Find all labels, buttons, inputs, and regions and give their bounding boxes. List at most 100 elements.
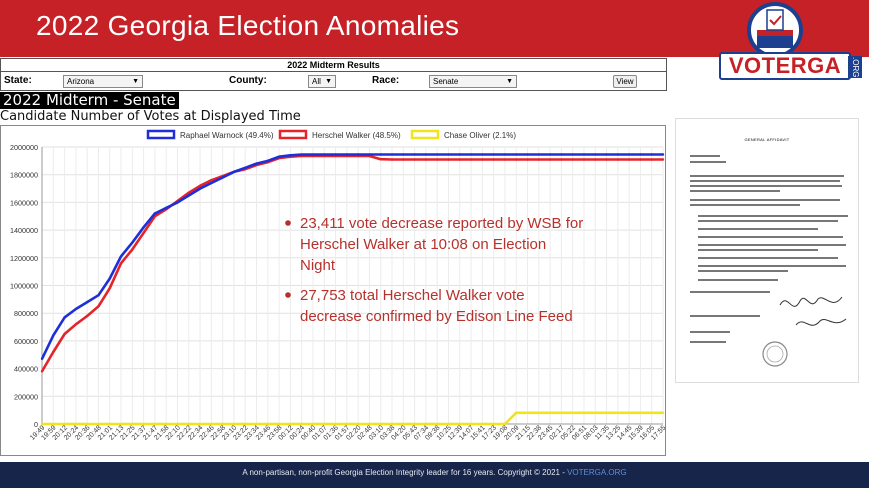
annotation-text: 23,411 vote decrease reported by WSB for… [300,215,583,274]
y-tick-label: 1400000 [10,226,38,235]
data-point [63,422,66,426]
data-point [379,422,382,426]
data-point [424,153,428,156]
vote-count-chart: 0 200000 400000 600000 800000 1000000 1200000 1… [0,125,667,456]
affidavit-document: GENERAL AFFIDAVIT [675,118,859,383]
data-point [210,181,213,185]
text-line [698,220,838,222]
data-point [232,422,236,426]
annotation-line: 27,753 total Herschel Walker vote [300,287,525,304]
data-point [594,411,597,414]
text-line [690,185,842,187]
data-point [537,158,540,161]
annotation-line: decrease confirmed by Edison Line Feed [300,308,573,325]
data-point [627,153,631,156]
data-point [390,422,394,426]
data-point [548,411,552,414]
data-point [187,191,190,194]
affidavit-title: GENERAL AFFIDAVIT [744,137,790,142]
series-line [40,153,663,360]
data-point [52,350,55,354]
data-point [436,422,439,426]
annotation-line: Night [300,257,336,274]
annotations: 23,411 vote decrease reported by WSB for… [285,215,583,325]
data-point [594,153,597,156]
data-point [52,422,55,426]
data-point [503,158,507,161]
y-tick-label: 0 [34,420,38,429]
data-point [469,158,473,161]
data-point [311,422,315,426]
data-point [187,422,190,426]
legend-swatch [410,129,440,140]
data-point [515,411,518,414]
chart-subheading: Candidate Number of Votes at Displayed T… [0,109,301,124]
data-point [244,166,247,169]
data-point [379,158,382,161]
race-select[interactable]: Senate ▼ [429,75,517,88]
chevron-down-icon: ▼ [325,78,332,85]
data-point [119,262,123,265]
title-banner: 2022 Georgia Election Anomalies [0,0,869,57]
chevron-down-icon: ▼ [506,78,513,85]
data-point [345,153,349,156]
state-label: State: [4,75,32,86]
data-point [221,176,224,179]
text-line [690,341,726,343]
y-tick-label: 800000 [14,309,38,318]
data-point [153,212,157,215]
data-point [413,158,416,161]
data-point [108,287,111,290]
results-header: 2022 Midterm Results [0,58,667,72]
y-tick-label: 200000 [14,392,38,401]
data-point [436,153,439,156]
data-point [266,159,269,163]
data-point [650,411,653,414]
data-point [537,153,540,156]
text-line [698,249,818,251]
data-point [605,411,608,414]
data-point [605,158,608,161]
y-tick-label: 1000000 [10,282,38,291]
data-point [582,411,586,414]
annotation-line: Herschel Walker at 10:08 on Election [300,236,546,253]
data-point [650,153,653,156]
legend: Raphael Warnock (49.4%) Herschel Walker (… [146,129,516,140]
view-button[interactable]: View [613,75,637,88]
data-point [469,153,473,156]
data-point [356,422,360,426]
text-line [698,265,846,267]
data-point [108,277,111,280]
data-point [582,153,586,156]
data-point [74,422,78,426]
y-tick-label: 1800000 [10,171,38,180]
data-point [97,422,100,426]
data-point [187,194,190,197]
data-point [560,411,563,414]
data-point [458,153,461,156]
data-point [74,307,78,311]
data-point [176,201,179,204]
data-point [368,153,371,156]
data-point [481,158,484,161]
data-point [176,422,179,426]
y-tick-label: 1600000 [10,198,38,207]
data-point [221,422,224,426]
data-point [165,422,168,426]
data-point [515,158,518,161]
data-point [548,153,552,156]
chart-heading: 2022 Midterm - Senate [0,92,179,109]
footer-link[interactable]: VOTERGA.ORG [567,468,627,477]
county-select-value: All [312,77,321,86]
series-line [40,154,663,373]
annotation-text: 27,753 total Herschel Walker vote decreas… [300,287,573,325]
text-line [690,315,760,317]
state-select[interactable]: Arizona ▼ [63,75,143,88]
legend-swatch [146,129,176,140]
data-point [153,422,157,426]
data-point [119,422,123,426]
data-point [492,422,495,426]
county-select[interactable]: All ▼ [308,75,336,88]
data-point [492,153,495,156]
text-line [690,155,720,157]
